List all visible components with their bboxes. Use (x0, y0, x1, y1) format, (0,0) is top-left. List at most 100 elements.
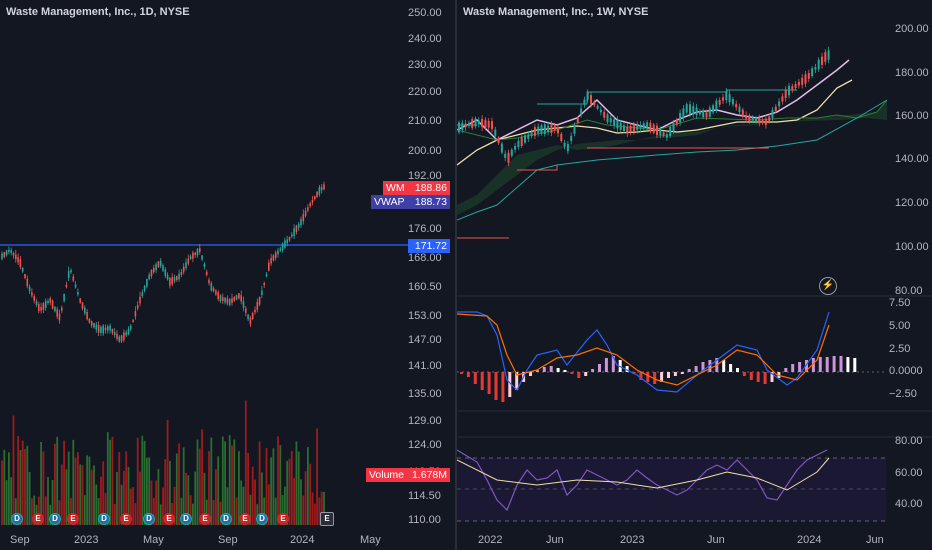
upcoming-earnings-icon[interactable]: E (320, 512, 334, 526)
weekly-candle-body (774, 106, 777, 111)
volume-bar (196, 439, 199, 525)
macd-histogram-bar (832, 356, 836, 372)
daily-candle-body (118, 336, 121, 342)
dividend-event-icon[interactable]: D (143, 513, 155, 525)
earnings-event-icon[interactable]: E (277, 513, 289, 525)
weekly-candle-body (550, 124, 553, 133)
dividend-event-icon[interactable]: D (256, 513, 268, 525)
earnings-event-icon[interactable]: E (239, 513, 251, 525)
daily-candle-body (192, 252, 194, 259)
weekly-candle-body (801, 77, 804, 85)
weekly-candle-body (494, 129, 497, 136)
vwap-label: VWAP (374, 196, 405, 208)
earnings-event-icon[interactable]: E (67, 513, 79, 525)
daily-candle-body (180, 272, 183, 275)
volume-bar (157, 469, 160, 525)
daily-price-axis-label: 129.00 (408, 415, 442, 427)
volume-bar (134, 503, 137, 525)
volume-bar (208, 451, 210, 525)
horizontal-line-tag: 171.72 (408, 239, 450, 253)
weekly-candle-body (481, 118, 484, 128)
rsi-line (457, 449, 828, 512)
daily-candle-body (291, 234, 293, 237)
volume-bar (240, 480, 243, 525)
weekly-candle-body (543, 124, 546, 135)
weekly-candle-body (649, 122, 652, 131)
daily-candle-body (10, 249, 12, 253)
daily-chart-pane[interactable]: Waste Management, Inc., 1D, NYSE 250.00 2… (0, 0, 455, 550)
earnings-event-icon[interactable]: E (199, 513, 211, 525)
volume-bar (148, 457, 151, 525)
daily-candle-body (5, 250, 8, 255)
weekly-chart-pane[interactable]: Waste Management, Inc., 1W, NYSE 200.00 1… (457, 0, 932, 550)
volume-bar (274, 497, 277, 525)
volume-bar (281, 494, 284, 525)
volume-bar (309, 463, 312, 525)
macd-histogram-bar (529, 372, 532, 376)
macd-histogram-bar (694, 366, 698, 372)
volume-bar (1, 460, 3, 525)
weekly-time-axis-label: Jun (866, 534, 884, 546)
weekly-candle-body (821, 56, 823, 65)
daily-candle-body (26, 278, 29, 287)
daily-chart-canvas[interactable] (0, 0, 455, 550)
daily-candle-body (178, 273, 180, 280)
daily-candle-body (123, 332, 125, 340)
last-price-value: 188.86 (414, 182, 447, 194)
weekly-candle-body (474, 118, 477, 127)
volume-bar (77, 452, 79, 525)
weekly-chart-canvas[interactable] (457, 0, 932, 550)
daily-candle-body (185, 262, 187, 269)
earnings-event-icon[interactable]: E (163, 513, 175, 525)
dividend-event-icon[interactable]: D (98, 513, 110, 525)
weekly-candle-body (797, 81, 800, 86)
weekly-candle-body (764, 118, 767, 125)
weekly-candle-body (560, 133, 563, 142)
daily-candle-body (132, 319, 134, 322)
daily-price-axis-label: 240.00 (408, 33, 442, 45)
dividend-event-icon[interactable]: D (220, 513, 232, 525)
weekly-candle-body (804, 74, 807, 84)
macd-histogram-bar (653, 372, 657, 384)
weekly-candle-body (781, 96, 784, 102)
daily-candle-body (199, 248, 201, 253)
weekly-candle-body (685, 104, 688, 113)
macd-axis-label: 5.00 (889, 320, 911, 332)
volume-bar (162, 487, 164, 525)
horizontal-line-value: 171.72 (414, 240, 447, 252)
weekly-candle-body (646, 122, 649, 128)
daily-candle-body (67, 271, 70, 278)
volume-bar (307, 447, 309, 525)
daily-candle-body (21, 267, 24, 272)
earnings-event-icon[interactable]: E (120, 513, 132, 525)
volume-bar (284, 486, 286, 525)
macd-histogram-bar (736, 368, 739, 372)
weekly-candle-body (599, 109, 602, 113)
weekly-candle-body (626, 126, 629, 134)
daily-candle-body (31, 292, 33, 296)
weekly-price-axis-label: 100.00 (895, 241, 929, 253)
weekly-candle-body (755, 117, 757, 122)
daily-candle-body (205, 271, 208, 276)
macd-histogram-bar (673, 372, 677, 376)
daily-candle-body (173, 277, 176, 282)
volume-bar (251, 466, 254, 525)
earnings-event-icon[interactable]: E (32, 513, 44, 525)
resistance-box-line (537, 89, 797, 105)
dividend-event-icon[interactable]: D (11, 513, 23, 525)
dividend-event-icon[interactable]: D (49, 513, 61, 525)
volume-bar (102, 461, 105, 525)
alert-icon[interactable]: ⚡ (819, 277, 837, 295)
volume-bar (123, 470, 125, 525)
volume-bar (249, 494, 252, 525)
macd-histogram-bar (680, 372, 684, 374)
volume-bar (14, 498, 17, 525)
daily-candle-body (90, 321, 93, 326)
daily-candle-body (307, 207, 309, 211)
volume-bar (311, 492, 314, 525)
macd-histogram-bar (811, 358, 815, 372)
daily-candle-body (316, 191, 318, 197)
pane-divider[interactable] (455, 0, 457, 550)
dividend-event-icon[interactable]: D (180, 513, 192, 525)
daily-candle-body (270, 257, 272, 264)
